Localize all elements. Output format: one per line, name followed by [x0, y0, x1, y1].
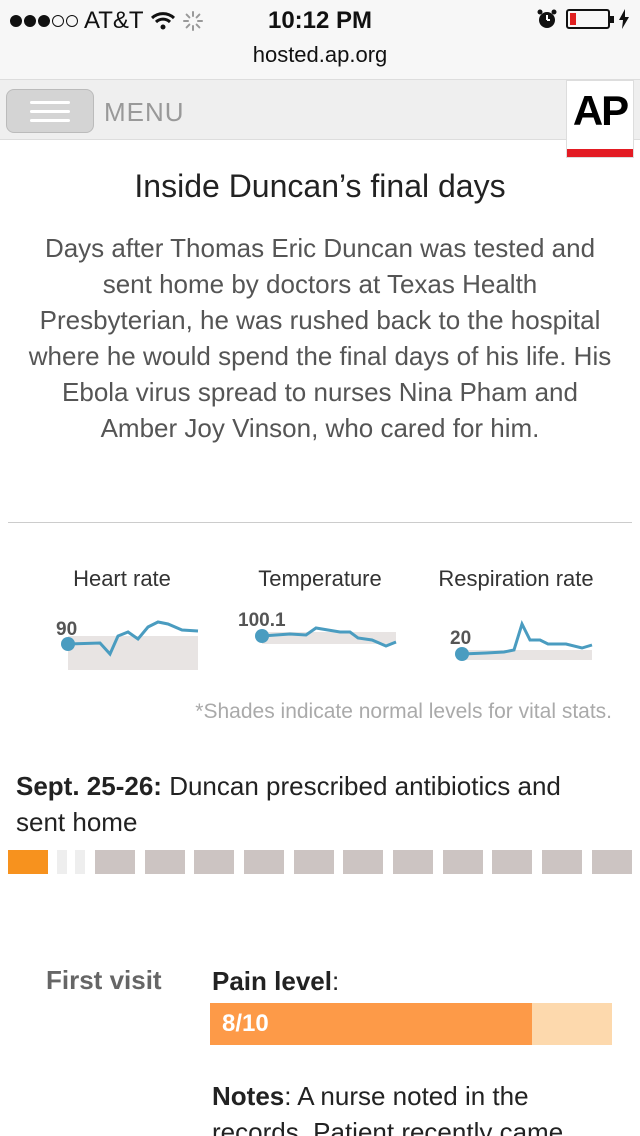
timeline-segment[interactable] [244, 850, 284, 874]
menu-label[interactable]: MENU [104, 97, 185, 127]
timeline-bar [8, 850, 640, 874]
normal-range-band [68, 636, 198, 670]
notes-colon: : [284, 1081, 292, 1111]
timeline-segment[interactable] [194, 850, 234, 874]
temperature-sparkline: 100.1 [238, 610, 397, 648]
article-intro: Days after Thomas Eric Duncan was tested… [28, 233, 612, 443]
start-point [61, 637, 75, 651]
vital-label: Respiration rate [438, 566, 594, 591]
page-title: Inside Duncan’s final days [134, 168, 506, 204]
divider [8, 522, 632, 523]
heart-rate-line [67, 620, 199, 657]
timeline-date: Sept. 25-26: [16, 771, 162, 801]
pain-label-colon: : [331, 966, 340, 996]
pain-level-label: Pain level: [212, 966, 339, 997]
hamburger-icon[interactable] [6, 89, 94, 133]
timeline-segment[interactable] [393, 850, 433, 874]
url-bar[interactable]: hosted.ap.org [0, 40, 640, 80]
visit-label: First visit [46, 965, 162, 995]
vital-respiration-rate: Respiration rate 20 [416, 566, 616, 661]
pain-level-fill [210, 1003, 532, 1045]
notes-label: Notes [212, 1081, 285, 1111]
charging-bolt-icon [619, 9, 629, 29]
wifi-icon [150, 12, 175, 30]
normal-range-band [462, 650, 592, 660]
ap-logo-text: AP [572, 87, 629, 134]
activity-spinner-icon [182, 11, 203, 31]
alarm-clock-icon [537, 9, 557, 28]
site-header: MENU [0, 80, 640, 140]
signal-dots-icon [10, 15, 78, 27]
timeline-description: Duncan prescribed antibiotics and sent h… [16, 771, 561, 837]
timeline-segment[interactable] [542, 850, 582, 874]
vitals-footnote: *Shades indicate normal levels for vital… [195, 700, 612, 723]
status-right [536, 8, 630, 30]
timeline-segment[interactable] [57, 850, 67, 874]
timeline-segment[interactable] [443, 850, 483, 874]
timeline-segment[interactable] [145, 850, 185, 874]
heart-rate-sparkline: 90 [56, 619, 199, 670]
respiration-sparkline: 20 [450, 619, 593, 661]
pain-label-text: Pain level [212, 966, 332, 996]
respiration-line [461, 619, 593, 656]
status-time: 10:12 PM [267, 7, 373, 34]
visit-notes: Notes: A nurse noted in the records. Pat… [212, 1078, 610, 1136]
timeline-segment[interactable] [492, 850, 532, 874]
vital-value: 100.1 [238, 610, 286, 631]
pain-level-bar: 8/10 [210, 1003, 612, 1045]
battery-icon [566, 9, 614, 29]
vital-heart-rate: Heart rate 90 [22, 566, 222, 670]
carrier-name: AT&T [84, 7, 144, 34]
timeline-segment[interactable] [592, 850, 632, 874]
status-bar: AT&T 10:12 PM [0, 0, 640, 40]
vital-value: 20 [450, 628, 471, 649]
ap-logo[interactable]: AP [566, 80, 634, 158]
timeline-segment-active[interactable] [8, 850, 48, 874]
start-point [455, 647, 469, 661]
temperature-line [261, 626, 397, 648]
timeline-segment[interactable] [343, 850, 383, 874]
pain-level-value: 8/10 [222, 1010, 269, 1037]
vital-temperature: Temperature 100.1 [220, 566, 420, 648]
status-left: AT&T [10, 7, 204, 35]
timeline-segment[interactable] [294, 850, 334, 874]
ap-logo-bar [567, 149, 633, 157]
timeline-segment[interactable] [95, 850, 135, 874]
timeline-segment[interactable] [75, 850, 85, 874]
notes-text: A nurse noted in the records. Patient re… [212, 1081, 564, 1136]
timeline-heading: Sept. 25-26: Duncan prescribed antibioti… [16, 768, 610, 840]
vital-label: Heart rate [73, 566, 171, 591]
vital-value: 90 [56, 619, 77, 640]
vital-label: Temperature [258, 566, 382, 591]
start-point [255, 629, 269, 643]
